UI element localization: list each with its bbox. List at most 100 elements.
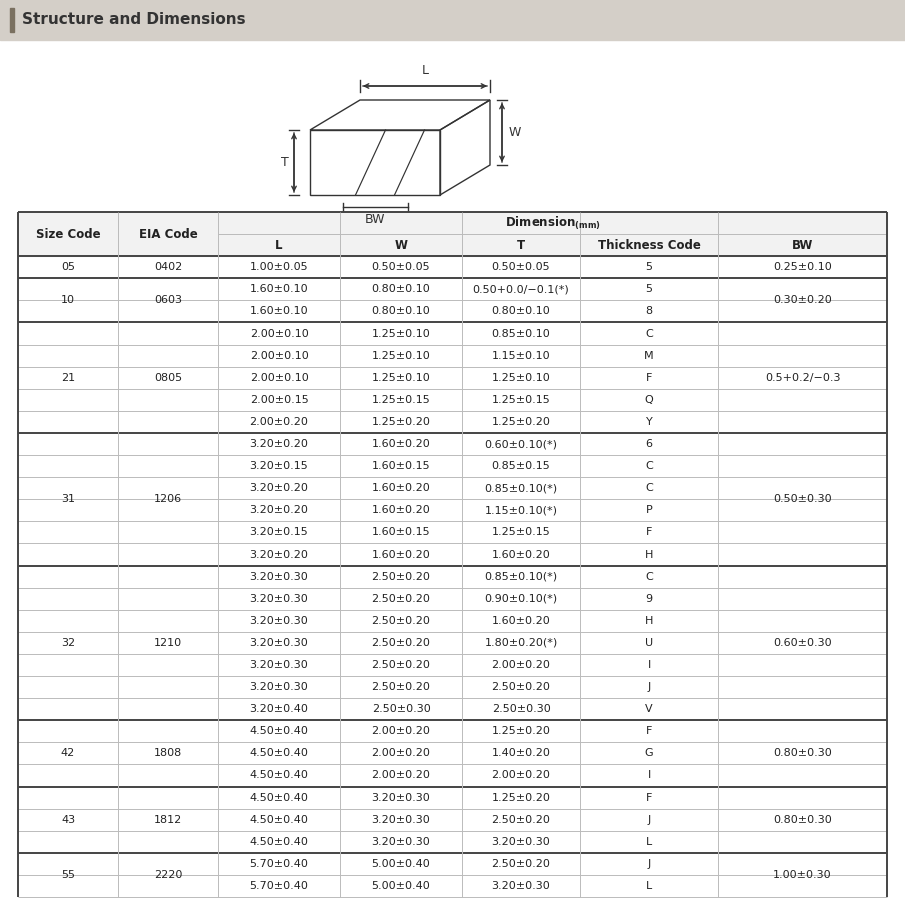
Text: L: L [646,837,653,847]
Text: 4.50±0.40: 4.50±0.40 [250,748,309,758]
Text: 1.25±0.10: 1.25±0.10 [372,329,431,338]
Text: 1812: 1812 [154,814,182,824]
Text: H: H [644,615,653,625]
Text: 0.80±0.30: 0.80±0.30 [773,814,832,824]
Text: Y: Y [645,417,653,427]
Text: H: H [644,549,653,559]
Text: 3.20±0.20: 3.20±0.20 [250,439,309,449]
Text: 2.00±0.20: 2.00±0.20 [250,417,309,427]
Text: M: M [644,350,653,360]
Text: 1.80±0.20(*): 1.80±0.20(*) [484,638,557,648]
Text: 1.15±0.10: 1.15±0.10 [491,350,550,360]
Text: 1.60±0.20: 1.60±0.20 [491,549,550,559]
Text: 0.5+0.2/−0.3: 0.5+0.2/−0.3 [765,373,840,383]
Text: 5: 5 [645,262,653,272]
Text: 1.00±0.05: 1.00±0.05 [250,262,309,272]
Text: 3.20±0.30: 3.20±0.30 [250,572,309,582]
Text: 0.85±0.10: 0.85±0.10 [491,329,550,338]
Text: 1.25±0.15: 1.25±0.15 [491,528,550,538]
Text: 5: 5 [645,284,653,294]
Text: C: C [645,329,653,338]
Text: I: I [647,660,651,670]
Text: 1.60±0.20: 1.60±0.20 [372,483,431,493]
Text: 05: 05 [61,262,75,272]
Text: P: P [645,505,653,515]
Text: 1.25±0.10: 1.25±0.10 [372,350,431,360]
Text: 2.50±0.30: 2.50±0.30 [372,704,431,714]
Text: 0.80±0.10: 0.80±0.10 [372,307,431,317]
Text: 4.50±0.40: 4.50±0.40 [250,770,309,780]
Text: 4.50±0.40: 4.50±0.40 [250,837,309,847]
Text: 5.70±0.40: 5.70±0.40 [250,881,309,891]
Text: F: F [646,528,653,538]
Text: 2.00±0.20: 2.00±0.20 [372,727,431,737]
Text: 1.25±0.20: 1.25±0.20 [372,417,431,427]
Text: G: G [644,748,653,758]
Text: 1.40±0.20: 1.40±0.20 [491,748,550,758]
Text: 2.50±0.20: 2.50±0.20 [491,859,550,869]
Text: 0.85±0.15: 0.85±0.15 [491,462,550,472]
Text: 1.60±0.10: 1.60±0.10 [250,307,309,317]
Text: L: L [275,239,282,252]
Text: 4.50±0.40: 4.50±0.40 [250,793,309,803]
Text: 2.50±0.20: 2.50±0.20 [372,660,431,670]
Bar [0,0,905,40]
Text: 5.00±0.40: 5.00±0.40 [372,859,431,869]
Text: 2.50±0.20: 2.50±0.20 [372,682,431,692]
Text: J: J [647,859,651,869]
Text: 3.20±0.30: 3.20±0.30 [372,837,431,847]
Text: C: C [645,462,653,472]
Text: 1.25±0.20: 1.25±0.20 [491,727,550,737]
Text: 3.20±0.20: 3.20±0.20 [250,483,309,493]
Text: T: T [281,156,289,169]
Text: 55: 55 [61,870,75,880]
Text: L: L [646,881,653,891]
Text: 3.20±0.30: 3.20±0.30 [491,881,550,891]
Text: 0.80±0.10: 0.80±0.10 [372,284,431,294]
Text: I: I [647,770,651,780]
Text: 2.00±0.20: 2.00±0.20 [372,748,431,758]
Text: 3.20±0.40: 3.20±0.40 [250,704,309,714]
Text: 3.20±0.30: 3.20±0.30 [250,594,309,604]
Text: 2.00±0.20: 2.00±0.20 [372,770,431,780]
Text: Structure and Dimensions: Structure and Dimensions [22,13,245,27]
Text: F: F [646,793,653,803]
Text: 1.25±0.20: 1.25±0.20 [491,793,550,803]
Text: 1.60±0.15: 1.60±0.15 [372,462,430,472]
Text: 3.20±0.30: 3.20±0.30 [372,793,431,803]
Text: Dimension$\mathregular{_{(mm)}}$: Dimension$\mathregular{_{(mm)}}$ [504,214,601,232]
Text: 0.60±0.30: 0.60±0.30 [773,638,832,648]
Text: 3.20±0.30: 3.20±0.30 [250,660,309,670]
Text: 2.50±0.20: 2.50±0.20 [491,682,550,692]
Text: C: C [645,572,653,582]
Text: Q: Q [644,395,653,405]
Text: 43: 43 [61,814,75,824]
Text: J: J [647,682,651,692]
Text: 1.25±0.10: 1.25±0.10 [491,373,550,383]
Text: 2220: 2220 [154,870,182,880]
Text: F: F [646,727,653,737]
Text: 1210: 1210 [154,638,182,648]
Text: C: C [645,483,653,493]
Text: 4.50±0.40: 4.50±0.40 [250,727,309,737]
Text: 6: 6 [645,439,653,449]
Text: 3.20±0.20: 3.20±0.20 [250,549,309,559]
Text: 0.30±0.20: 0.30±0.20 [773,295,832,305]
Text: 1.00±0.30: 1.00±0.30 [773,870,832,880]
Text: J: J [647,814,651,824]
Text: Thickness Code: Thickness Code [597,239,700,252]
Text: 1.25±0.20: 1.25±0.20 [491,417,550,427]
Text: V: V [645,704,653,714]
Text: 2.50±0.20: 2.50±0.20 [372,638,431,648]
Text: W: W [395,239,407,252]
Text: EIA Code: EIA Code [138,227,197,241]
Text: 0603: 0603 [154,295,182,305]
Text: 1.60±0.20: 1.60±0.20 [372,439,431,449]
Text: 0.85±0.10(*): 0.85±0.10(*) [484,572,557,582]
Text: 2.50±0.30: 2.50±0.30 [491,704,550,714]
Text: 3.20±0.30: 3.20±0.30 [250,638,309,648]
Text: 0.60±0.10(*): 0.60±0.10(*) [484,439,557,449]
Text: 0.80±0.30: 0.80±0.30 [773,748,832,758]
Text: 1.60±0.10: 1.60±0.10 [250,284,309,294]
Text: 3.20±0.15: 3.20±0.15 [250,462,309,472]
